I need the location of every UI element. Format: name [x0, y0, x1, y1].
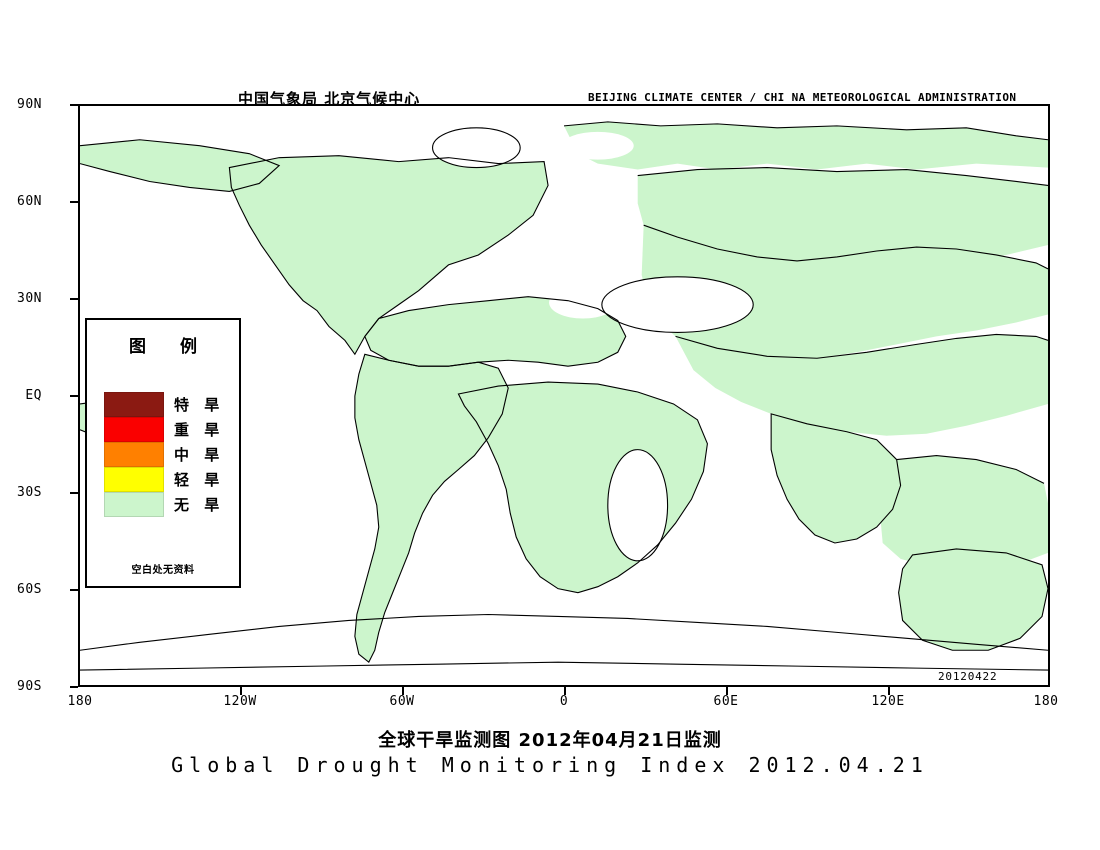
agency-name-chinese: 中国气象局 北京气候中心 — [238, 90, 421, 108]
agency-name-english: BEIJING CLIMATE CENTER / CHI NA METEOROL… — [588, 91, 1017, 104]
x-axis-tick — [888, 687, 890, 695]
x-axis-tick — [564, 687, 566, 695]
legend-nodata-note: 空白处无资料 — [131, 565, 195, 576]
legend-row-extreme-drought: 特 旱 — [104, 392, 228, 417]
x-axis-label-180w: 180 — [67, 694, 93, 709]
legend-row-no-drought: 无 旱 — [104, 492, 228, 517]
legend-title: 图 例 — [129, 337, 211, 357]
legend-label-light-drought: 轻 旱 — [174, 471, 225, 489]
legend-swatch-moderate-drought — [104, 442, 164, 467]
legend-row-light-drought: 轻 旱 — [104, 467, 228, 492]
y-axis-label-60n: 60N — [17, 194, 42, 209]
y-axis-tick — [70, 492, 78, 494]
y-axis-label-60s: 60S — [17, 582, 42, 597]
date-stamp: 20120422 — [938, 670, 998, 683]
y-axis-label-30n: 30N — [17, 291, 42, 306]
x-axis-label-120e: 120E — [871, 694, 905, 709]
y-axis-tick — [70, 686, 78, 688]
no-data-layer — [432, 127, 754, 561]
page-title-chinese: 全球干旱监测图 2012年04月21日监测 — [378, 730, 722, 751]
legend-label-extreme-drought: 特 旱 — [174, 396, 225, 414]
legend-row-moderate-drought: 中 旱 — [104, 442, 228, 467]
y-axis-label-eq: EQ — [25, 388, 42, 403]
legend-label-moderate-drought: 中 旱 — [174, 446, 225, 464]
y-axis-tick — [70, 298, 78, 300]
x-axis-tick — [402, 687, 404, 695]
x-axis-label-180e: 180 — [1033, 694, 1059, 709]
x-axis-label-0: 0 — [559, 694, 569, 709]
y-axis-label-90n: 90N — [17, 97, 42, 112]
land-base-layer — [80, 121, 1048, 663]
legend-swatch-extreme-drought — [104, 392, 164, 417]
page-title-english: Global Drought Monitoring Index 2012.04.… — [171, 753, 929, 777]
x-axis-label-120w: 120W — [223, 694, 257, 709]
legend-label-no-drought: 无 旱 — [174, 496, 225, 514]
legend-label-severe-drought: 重 旱 — [174, 421, 225, 439]
map-canvas — [80, 106, 1048, 685]
y-axis-tick — [70, 589, 78, 591]
x-axis-tick — [240, 687, 242, 695]
legend-swatch-no-drought — [104, 492, 164, 517]
y-axis-tick — [70, 201, 78, 203]
y-axis-label-90s: 90S — [17, 679, 42, 694]
y-axis-label-30s: 30S — [17, 485, 42, 500]
legend-swatch-light-drought — [104, 467, 164, 492]
world-drought-heatmap — [80, 106, 1048, 685]
y-axis-tick — [70, 104, 78, 106]
map-legend: 图 例 特 旱 重 旱 中 旱 轻 旱 无 旱 空白处无资料 — [85, 318, 241, 588]
x-axis-label-60e: 60E — [713, 694, 739, 709]
x-axis-tick — [726, 687, 728, 695]
x-axis-label-60w: 60W — [389, 694, 415, 709]
legend-row-severe-drought: 重 旱 — [104, 417, 228, 442]
y-axis-tick — [70, 395, 78, 397]
legend-swatch-severe-drought — [104, 417, 164, 442]
coastline-layer — [80, 121, 1048, 671]
